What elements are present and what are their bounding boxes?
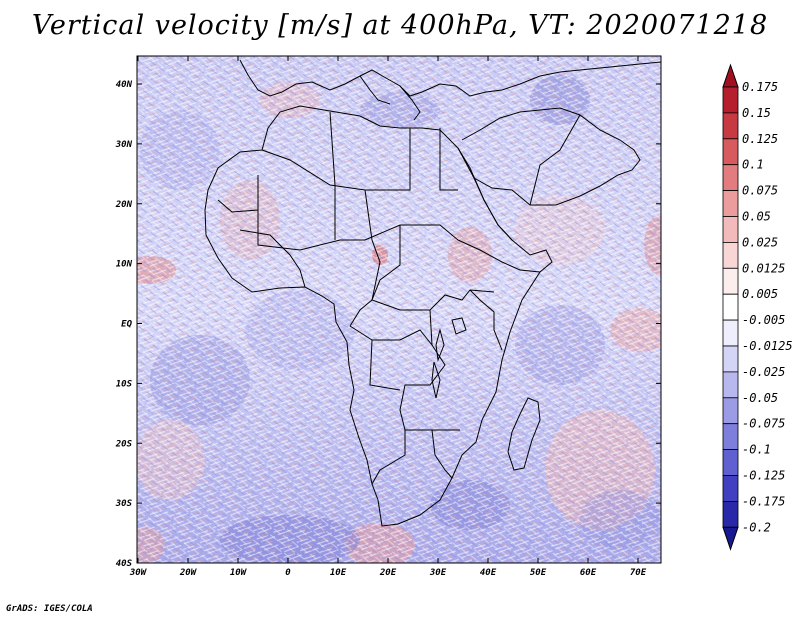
colorbar-label: 0.175	[742, 80, 778, 94]
colorbar-segment	[722, 138, 739, 166]
lat-tick-label: 40N	[116, 80, 133, 90]
colorbar-label: -0.2	[742, 520, 771, 534]
credit-text: GrADS: IGES/COLA	[6, 604, 93, 614]
lon-tick-label: 30E	[429, 568, 447, 578]
lon-tick-label: 30W	[129, 568, 148, 578]
colorbar-segment	[722, 293, 739, 321]
colorbar-segment	[722, 423, 739, 451]
colorbar-segment	[722, 319, 739, 347]
colorbar-label: 0.05	[742, 210, 771, 224]
lon-tick-label: 10E	[330, 568, 347, 578]
europe-coastline	[239, 59, 661, 97]
lat-tick-label: 40S	[116, 559, 133, 569]
colorbar-label: -0.075	[742, 417, 785, 431]
latitude-axis: 40N 30N 20N 10N EQ 10S 20S 30S 40S	[115, 80, 661, 569]
colorbar-label: 0.0125	[742, 261, 785, 275]
lon-tick-label: 0	[285, 568, 291, 578]
colorbar-bottom-arrow	[722, 526, 739, 551]
colorbar-segment	[722, 241, 739, 269]
colorbar-label: -0.005	[742, 313, 785, 327]
longitude-axis: 30W 20W 10W 0 10E 20E 30E 40E 50E 60E 70E	[129, 56, 647, 578]
lat-tick-label: 10S	[116, 379, 133, 389]
lon-tick-label: 40E	[480, 568, 497, 578]
lat-tick-label: EQ	[121, 320, 132, 330]
lon-tick-label: 50E	[530, 568, 547, 578]
colorbar-segment	[722, 449, 739, 476]
lat-tick-label: 30N	[115, 140, 133, 150]
colorbar-label: -0.125	[742, 469, 785, 483]
colorbar-top-arrow	[722, 63, 739, 88]
colorbar-segment	[722, 190, 739, 217]
arabia-coastline	[461, 107, 641, 206]
lat-tick-label: 20S	[115, 439, 133, 449]
colorbar-label: -0.05	[742, 391, 778, 405]
map-frame	[136, 55, 662, 564]
lat-tick-label: 10N	[116, 260, 133, 270]
lon-tick-label: 10W	[230, 568, 248, 578]
map-field	[137, 56, 661, 563]
colorbar-segment	[722, 500, 739, 528]
lon-tick-label: 70E	[630, 568, 647, 578]
colorbar-label: -0.175	[742, 494, 785, 508]
lat-tick-label: 20N	[115, 200, 133, 210]
colorbar: 0.175 0.15 0.125 0.1 0.075 0.05 0.025 0.0125 0.0…	[722, 63, 793, 551]
madagascar-coastline	[507, 397, 541, 471]
colorbar-segment	[722, 164, 739, 191]
lat-tick-label: 30S	[115, 499, 133, 509]
colorbar-segment	[722, 371, 739, 399]
colorbar-segment	[722, 397, 739, 425]
colorbar-label: 0.025	[742, 235, 778, 249]
colorbar-segment	[722, 345, 739, 373]
colorbar-label: 0.1	[742, 158, 764, 172]
colorbar-label: -0.1	[742, 443, 771, 457]
lon-tick-label: 20W	[179, 568, 198, 578]
colorbar-label: 0.075	[742, 184, 778, 198]
colorbar-segment	[722, 267, 739, 295]
lon-tick-label: 20E	[379, 568, 397, 578]
colorbar-label: -0.0125	[742, 339, 793, 353]
colorbar-label: 0.005	[742, 287, 778, 301]
chart-title: Vertical velocity [m/s] at 400hPa, VT: 2…	[31, 10, 769, 41]
colorbar-label: 0.15	[742, 106, 771, 120]
coastlines-and-borders	[204, 59, 661, 527]
colorbar-label: -0.025	[742, 365, 785, 379]
colorbar-label: 0.125	[742, 132, 778, 146]
colorbar-segment	[722, 216, 739, 243]
colorbar-segment	[722, 112, 739, 140]
colorbar-segment	[722, 475, 739, 502]
colorbar-segment	[722, 86, 739, 114]
lon-tick-label: 60E	[580, 568, 597, 578]
